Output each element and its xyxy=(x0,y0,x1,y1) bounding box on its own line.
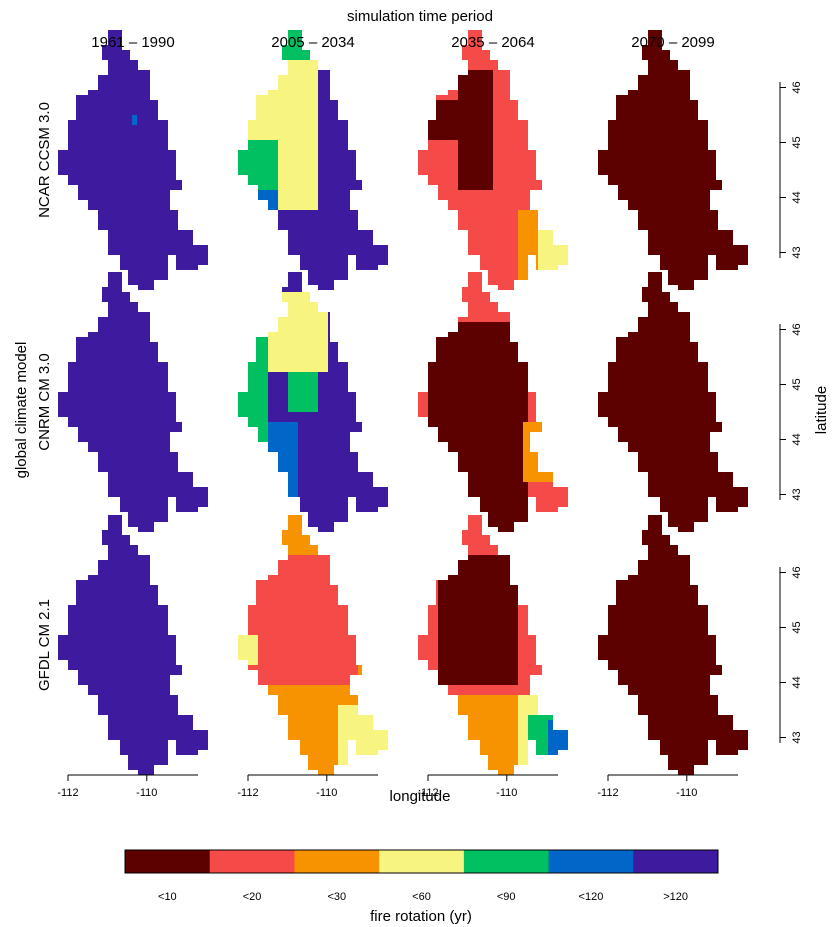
x-tick-label: -112 xyxy=(57,787,78,799)
longitude-label: longitude xyxy=(390,788,451,805)
period-title: 1961 – 1990 xyxy=(91,34,174,51)
legend-swatch xyxy=(294,850,380,873)
legend-label: <30 xyxy=(327,891,346,903)
legend-label: <20 xyxy=(243,891,262,903)
legend-swatch xyxy=(209,850,295,873)
x-tick-label: -110 xyxy=(316,787,337,799)
model-axis-title: global climate model xyxy=(13,342,30,479)
legend-swatch xyxy=(125,850,211,873)
figure-title: simulation time period xyxy=(347,8,493,25)
model-label: GFDL CM 2.1 xyxy=(36,599,53,691)
legend-label: <60 xyxy=(412,891,431,903)
legend-label: >120 xyxy=(663,891,688,903)
legend-swatch xyxy=(379,850,465,873)
y-tick-label: 44 xyxy=(791,191,803,203)
y-tick-label: 43 xyxy=(791,246,803,258)
legend-label: <10 xyxy=(158,891,177,903)
x-tick-label: -110 xyxy=(676,787,697,799)
model-label: CNRM CM 3.0 xyxy=(36,353,53,451)
legend-swatch xyxy=(633,850,719,873)
y-tick-label: 43 xyxy=(791,731,803,743)
latitude-label: latitude xyxy=(813,386,830,434)
y-tick-label: 43 xyxy=(791,488,803,500)
x-tick-label: -112 xyxy=(417,787,438,799)
y-tick-label: 46 xyxy=(791,566,803,578)
y-tick-label: 45 xyxy=(791,136,803,148)
y-tick-label: 44 xyxy=(791,433,803,445)
x-tick-label: -112 xyxy=(597,787,618,799)
y-tick-label: 44 xyxy=(791,676,803,688)
y-tick-label: 45 xyxy=(791,378,803,390)
x-tick-label: -110 xyxy=(496,787,517,799)
legend-swatch xyxy=(463,850,550,873)
y-tick-label: 45 xyxy=(791,621,803,633)
y-tick-label: 46 xyxy=(791,323,803,335)
legend-label: <120 xyxy=(579,891,604,903)
x-tick-label: -110 xyxy=(136,787,157,799)
y-tick-label: 46 xyxy=(791,81,803,93)
period-title: 2070 – 2099 xyxy=(631,34,714,51)
map-panels xyxy=(58,30,748,775)
model-label: NCAR CCSM 3.0 xyxy=(36,102,53,218)
legend-swatch xyxy=(548,850,634,873)
legend-label: <90 xyxy=(497,891,516,903)
period-title: 2035 – 2064 xyxy=(451,34,534,51)
x-tick-label: -112 xyxy=(237,787,258,799)
period-title: 2005 – 2034 xyxy=(271,34,354,51)
legend-title: fire rotation (yr) xyxy=(370,908,472,925)
legend-border xyxy=(124,849,719,874)
